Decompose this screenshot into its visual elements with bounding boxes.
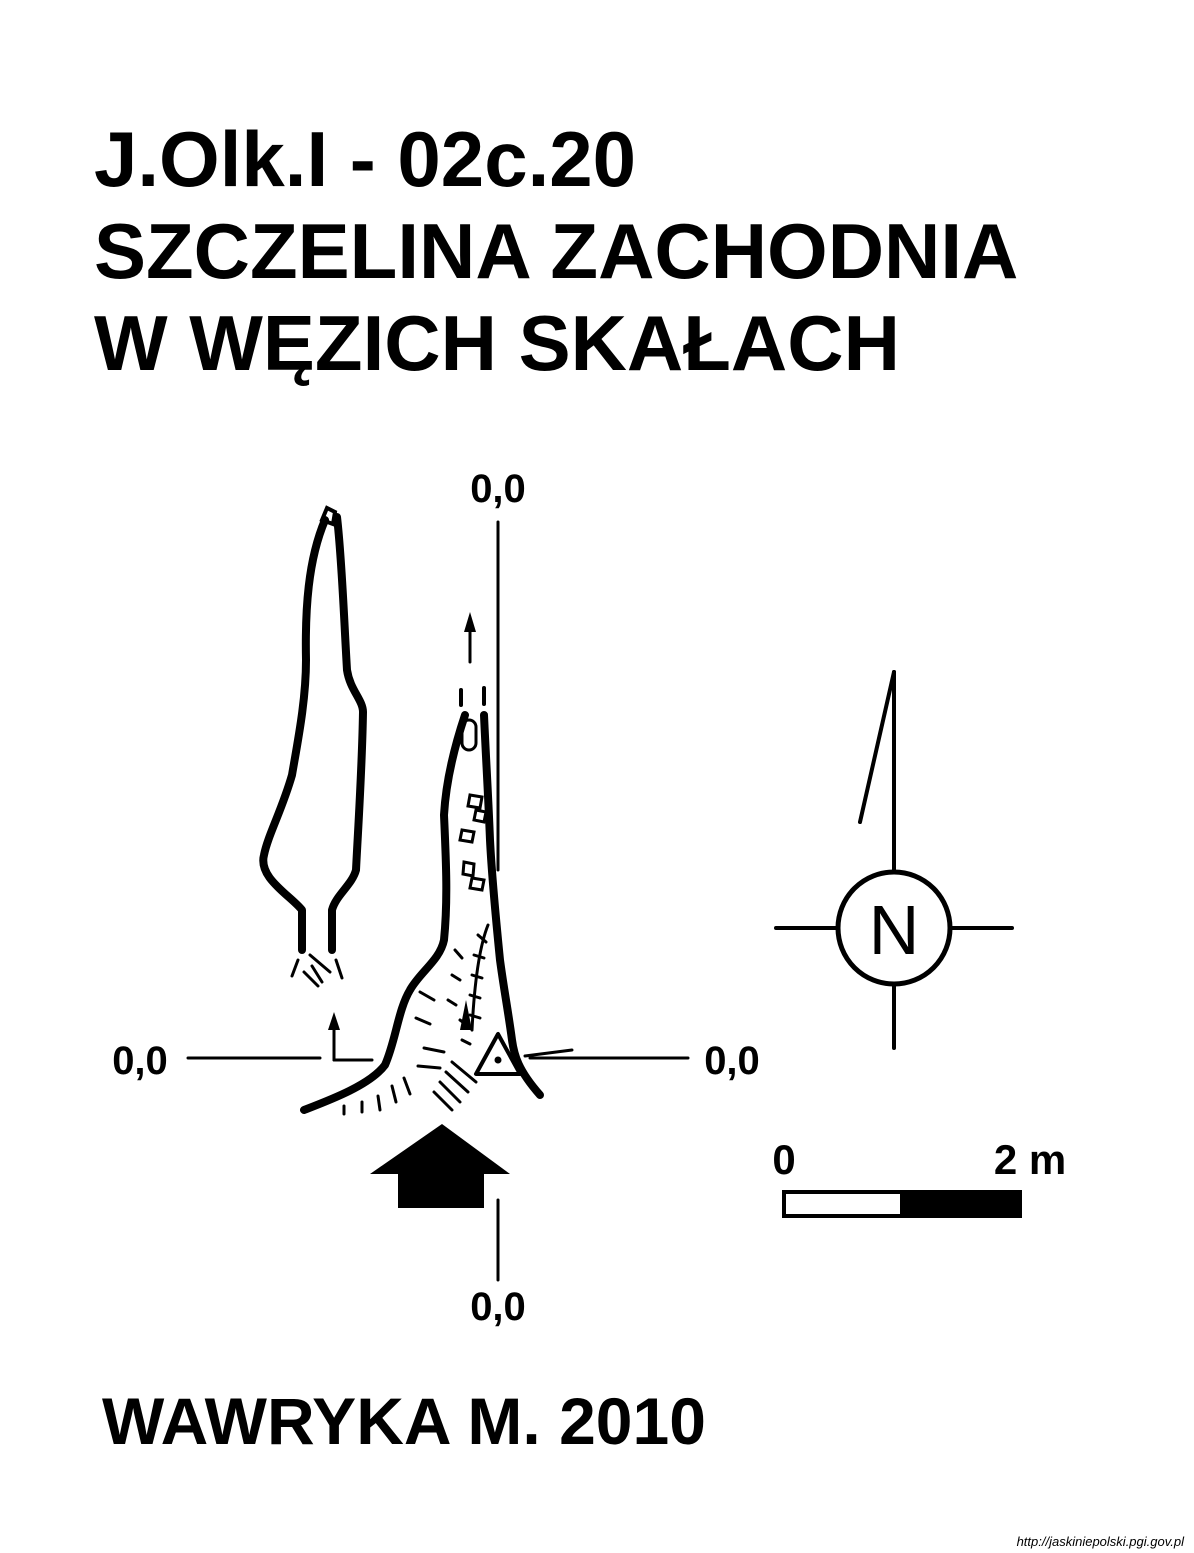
- datum-label-right: 0,0: [704, 1039, 760, 1083]
- passage-continuation-arrow: [464, 612, 476, 632]
- ledge-tick: [523, 1048, 574, 1058]
- scale-bar-white-segment: [782, 1190, 904, 1218]
- floor-hachures: [446, 948, 472, 1046]
- scale-start-label: 0: [772, 1136, 795, 1183]
- west-crevice-outline: [259, 505, 367, 988]
- source-url: http://jaskiniepolski.pgi.gov.pl: [1017, 1534, 1186, 1549]
- passage-direction-arrow-left: [328, 1012, 374, 1062]
- map-title: J.Olk.I - 02c.20 SZCZELINA ZACHODNIA W W…: [94, 115, 1018, 387]
- survey-station: [474, 1032, 522, 1076]
- rubble-block: [461, 860, 476, 878]
- entrance-hachures: [342, 990, 446, 1116]
- rubble-block: [472, 808, 488, 824]
- datum-label-top: 0,0: [470, 467, 526, 511]
- rubble-block-top: [319, 505, 338, 527]
- scale-bar-black-segment: [900, 1190, 1022, 1218]
- entrance-rubble-lines: [432, 1060, 478, 1112]
- slope-marker: [460, 1000, 472, 1030]
- rubble-block: [460, 718, 478, 752]
- author-credit: WAWRYKA M. 2010: [102, 1384, 706, 1458]
- passage-continuation-marks: [459, 686, 486, 707]
- datum-label-left: 0,0: [112, 1039, 168, 1083]
- crevice-end-hachures: [290, 953, 344, 988]
- main-passage-outline: [300, 612, 574, 1116]
- cave-name-line-2: W WĘZICH SKAŁACH: [94, 299, 900, 387]
- rubble-block: [468, 876, 486, 892]
- datum-lines: [186, 520, 690, 1282]
- compass-north-letter: N: [869, 891, 920, 969]
- scale-bar: 0 2 m: [772, 1136, 1066, 1218]
- north-arrow-icon: N: [774, 670, 1014, 1050]
- datum-label-bottom: 0,0: [470, 1285, 526, 1329]
- ledge-hachures: [468, 933, 488, 1020]
- rubble-block: [466, 793, 484, 810]
- entrance-arrow-icon: [370, 1124, 510, 1208]
- scale-end-label: 2 m: [994, 1136, 1066, 1183]
- cave-name-line-1: SZCZELINA ZACHODNIA: [94, 207, 1018, 295]
- rubble-block: [458, 828, 476, 844]
- cave-code: J.Olk.I - 02c.20: [94, 115, 636, 203]
